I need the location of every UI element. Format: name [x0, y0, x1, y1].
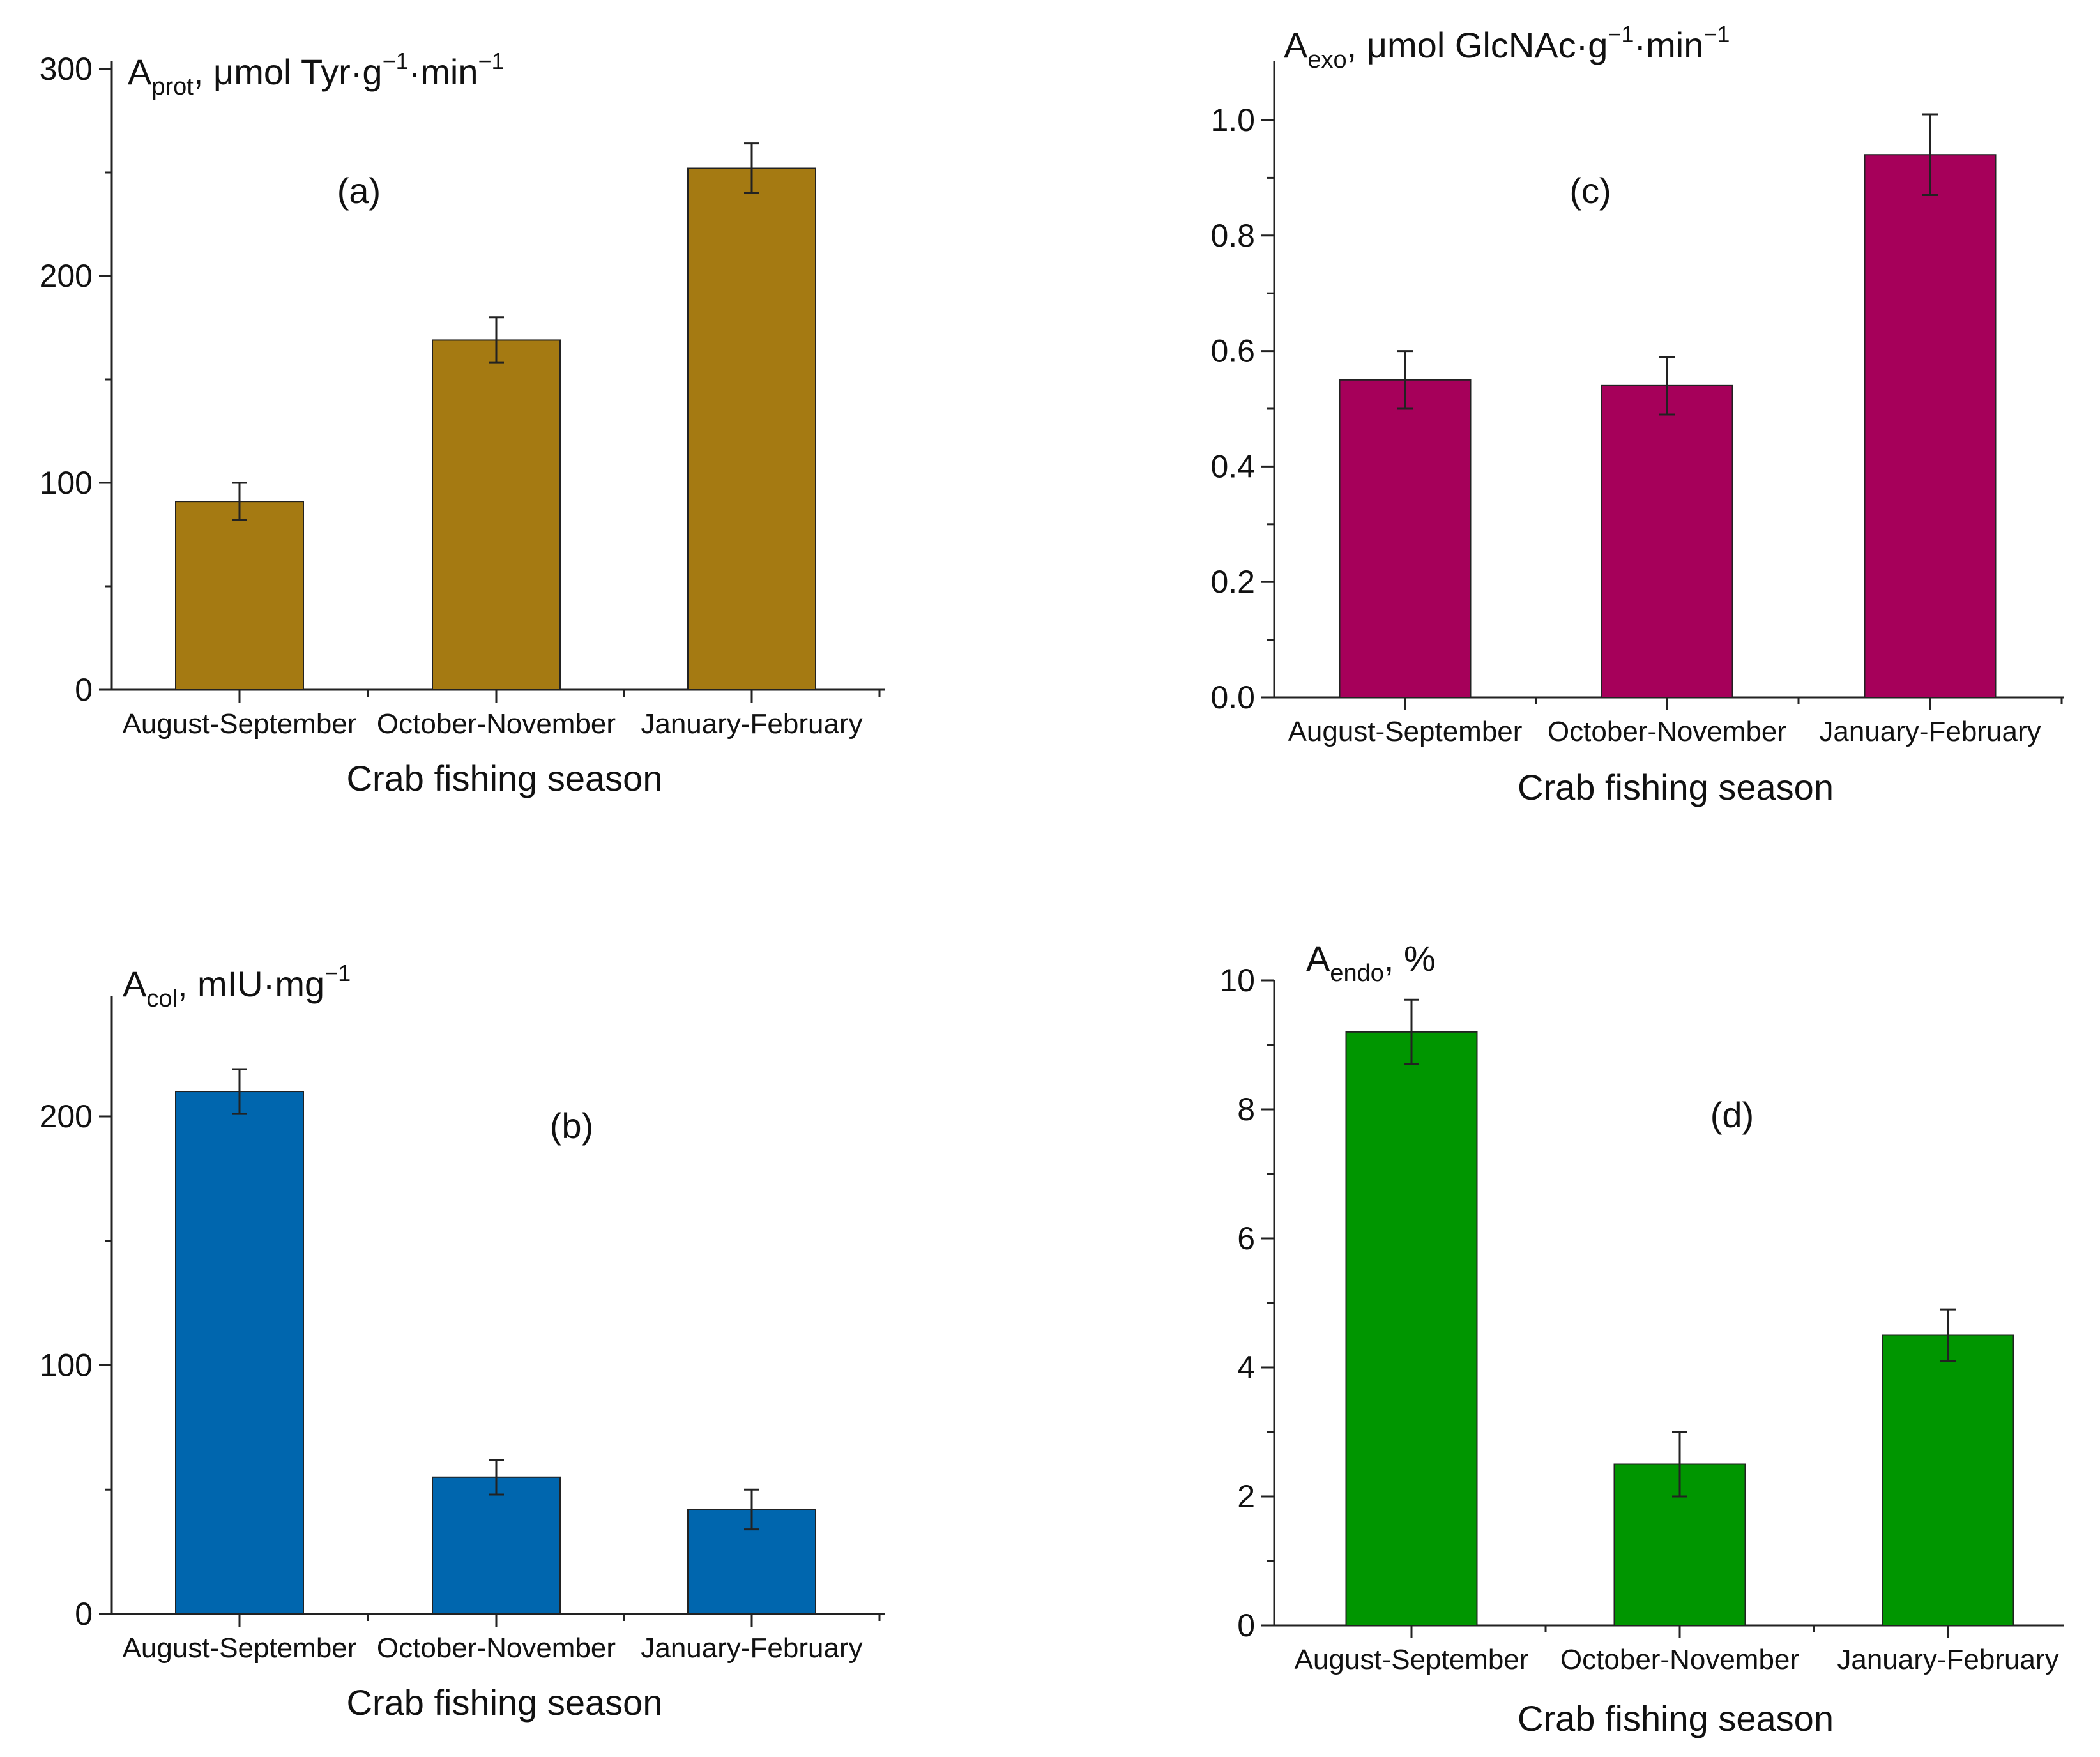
x-axis-title: Crab fishing season [1518, 767, 1834, 807]
chart-panel-a: 0 100 200 300 August-September October-Novemb… [40, 48, 885, 798]
y-axis-title-sub: endo [1330, 960, 1384, 987]
y-tick-label: 200 [40, 258, 93, 294]
error-bar [232, 1068, 247, 1115]
error-bar [744, 142, 759, 194]
panel-label: (c) [1569, 171, 1611, 211]
bar-october-november [432, 1476, 561, 1615]
y-axis-title-base: A [1306, 938, 1330, 978]
y-tick-label: 100 [40, 465, 93, 501]
y-tick-label: 0.2 [1210, 564, 1255, 600]
y-axis-title-sub: exo [1307, 47, 1346, 73]
y-axis-title-sup1: −1 [324, 960, 351, 986]
bar-august-september [1339, 379, 1472, 698]
x-tick-label: August-September [1288, 716, 1523, 747]
y-axis-title-sub: prot [151, 73, 194, 100]
x-axis-title: Crab fishing season [347, 1682, 663, 1723]
error-bar [489, 1459, 504, 1496]
x-tick-label: January-February [641, 708, 862, 740]
y-tick-label: 6 [1237, 1221, 1255, 1256]
y-tick-label: 100 [40, 1348, 93, 1383]
y-axis-title-text2: ·min [1634, 25, 1703, 65]
y-axis-title-base: A [1284, 25, 1308, 65]
chart-panel-c: 0.0 0.2 0.4 0.6 0.8 1.0 August-September Octobe… [1210, 21, 2064, 807]
y-axis-title-sup2: −1 [1703, 21, 1730, 47]
bar-january-february [687, 167, 816, 690]
y-axis-title-base: A [128, 52, 152, 92]
y-tick-label: 0.8 [1210, 218, 1255, 254]
x-tick-label: October-November [1560, 1644, 1799, 1675]
error-bar [1397, 350, 1413, 410]
error-bar [232, 482, 247, 521]
y-tick-label: 4 [1237, 1350, 1255, 1385]
y-tick-label: 300 [40, 51, 93, 87]
y-axis-title: Acol, mIU·mg−1 [123, 960, 351, 1012]
bar-january-february [1864, 154, 1997, 699]
y-axis-title: Aprot, μmol Tyr·g−1·min−1 [128, 48, 505, 100]
y-tick-label: 0.0 [1210, 680, 1255, 715]
y-axis-title-text: , μmol GlcNAc·g [1347, 25, 1608, 65]
error-bar [489, 316, 504, 364]
x-tick-label: August-September [123, 1632, 357, 1664]
y-axis-title-text: , mIU·mg [178, 964, 324, 1004]
panel-label: (d) [1710, 1095, 1754, 1135]
y-axis-title-sub: col [146, 985, 178, 1012]
error-bar [1404, 998, 1419, 1065]
x-axis-title: Crab fishing season [1518, 1698, 1834, 1738]
y-tick-label: 0 [1237, 1608, 1255, 1643]
x-tick-label: October-November [377, 1632, 616, 1664]
chart-panel-d: 0 2 4 6 8 10 August-September October-November J… [1219, 938, 2064, 1738]
y-axis-title-text: , % [1384, 938, 1436, 978]
y-tick-label: 1.0 [1210, 102, 1255, 138]
y-axis-title-sup1: −1 [1608, 21, 1634, 47]
panel-label: (b) [550, 1106, 593, 1146]
y-tick-label: 0 [75, 1596, 93, 1632]
x-tick-label: January-February [1819, 716, 2041, 747]
y-tick-label: 200 [40, 1099, 93, 1134]
y-tick-label: 0.6 [1210, 333, 1255, 369]
x-tick-label: October-November [377, 708, 616, 740]
y-tick-label: 10 [1219, 962, 1255, 998]
y-axis-title-sup1: −1 [383, 48, 409, 74]
x-axis-title: Crab fishing season [347, 758, 663, 798]
y-axis-title-text2: ·min [409, 52, 478, 92]
bar-august-september [175, 501, 304, 690]
panel-label: (a) [337, 171, 381, 211]
y-axis-title-text: , μmol Tyr·g [194, 52, 383, 92]
y-tick-label: 2 [1237, 1479, 1255, 1514]
chart-panel-b: 0 100 200 August-September October-November J… [40, 960, 885, 1723]
error-bar [1922, 113, 1938, 197]
y-tick-label: 0 [75, 672, 93, 708]
x-tick-label: August-September [123, 708, 357, 740]
x-tick-label: January-February [1837, 1644, 2058, 1675]
y-axis-title: Aendo, % [1306, 938, 1436, 987]
error-bar [1659, 356, 1675, 416]
y-axis-title-sup2: −1 [478, 48, 505, 74]
bar-october-november [432, 339, 561, 690]
y-tick-label: 0.4 [1210, 448, 1255, 484]
x-tick-label: August-September [1295, 1644, 1529, 1675]
x-tick-label: October-November [1548, 716, 1786, 747]
error-bar [1940, 1308, 1956, 1362]
bar-january-february [1882, 1334, 2014, 1626]
x-tick-label: January-February [641, 1632, 862, 1664]
bar-october-november [1601, 384, 1733, 699]
y-axis-title: Aexo, μmol GlcNAc·g−1·min−1 [1284, 21, 1730, 73]
error-bar [744, 1488, 759, 1531]
error-bar [1672, 1431, 1687, 1498]
bar-august-september [175, 1091, 304, 1615]
y-axis-title-base: A [123, 964, 147, 1004]
y-tick-label: 8 [1237, 1091, 1255, 1127]
bar-august-september [1345, 1031, 1478, 1627]
